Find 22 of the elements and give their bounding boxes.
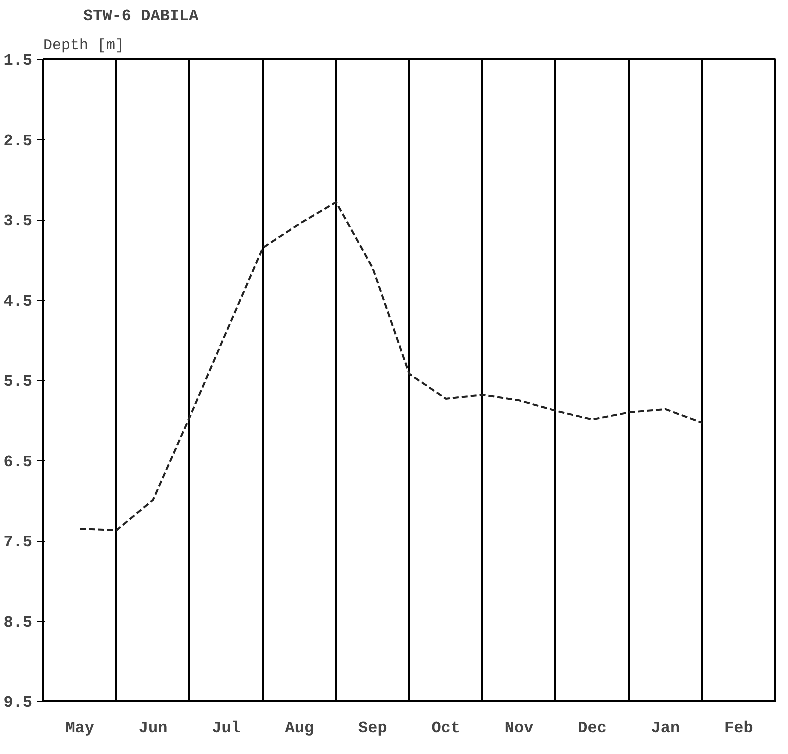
chart-title: STW-6 DABILA (84, 8, 200, 26)
line-series (79, 201, 704, 532)
x-tick-label: Dec (578, 720, 607, 738)
x-tick-label: Jan (651, 720, 680, 738)
y-tick-label: 9.5 (4, 694, 33, 712)
x-tick-label: Sep (358, 720, 388, 738)
y-tick-label: 7.5 (4, 534, 33, 552)
y-tick-label: 2.5 (4, 132, 33, 150)
x-tick-label: Jun (138, 720, 168, 738)
x-tick-label: Nov (504, 720, 534, 738)
y-tick-label: 8.5 (4, 614, 33, 632)
x-tick-label: Feb (724, 720, 754, 738)
y-axis-title: Depth [m] (44, 38, 125, 54)
y-tick-label: 5.5 (4, 373, 33, 391)
y-tick-label: 6.5 (4, 453, 33, 472)
x-tick-label: Jul (212, 720, 241, 738)
x-tick-label: Aug (285, 720, 314, 738)
x-tick-label: Oct (432, 720, 461, 738)
y-tick-label: 3.5 (4, 212, 33, 230)
y-tick-label: 1.5 (4, 52, 33, 70)
x-tick-label: May (66, 720, 95, 738)
y-tick-label: 4.5 (4, 292, 33, 311)
